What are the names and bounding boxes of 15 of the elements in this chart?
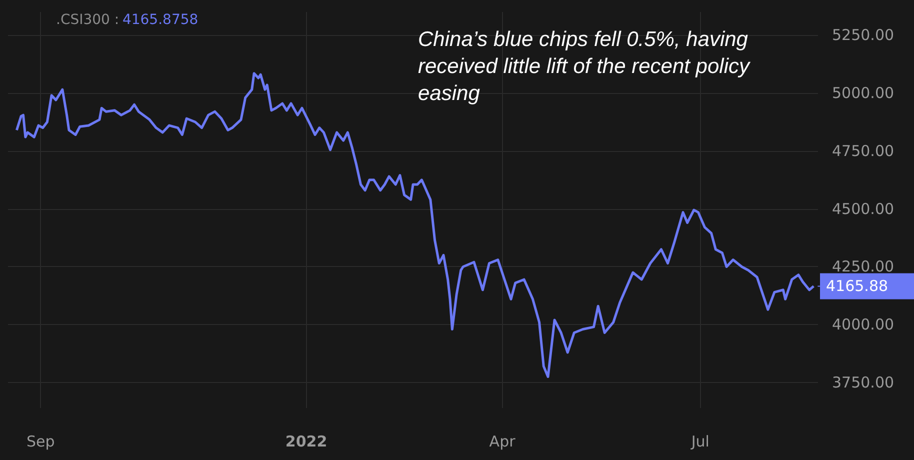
y-tick-label: 4250.00	[832, 258, 894, 276]
y-tick-label: 3750.00	[832, 374, 894, 392]
annotation: .CSI300 :	[56, 12, 120, 28]
x-tick-label: 2022	[285, 432, 328, 450]
y-tick-label: 4500.00	[832, 200, 894, 218]
x-tick-label: Jul	[690, 432, 710, 450]
y-tick-label: 4000.00	[832, 316, 894, 334]
annotation: 4165.8758	[122, 12, 198, 28]
y-tick-label: 4750.00	[832, 142, 894, 160]
y-tick-label: 5000.00	[832, 84, 894, 102]
x-tick-label: Sep	[26, 432, 55, 450]
x-tick-label: Apr	[489, 432, 516, 450]
y-tick-label: 5250.00	[832, 26, 894, 44]
annotation: China’s blue chips fell 0.5%, having received little lift of the recent policy easing	[418, 28, 756, 105]
annotation: 4165.88	[826, 277, 888, 296]
